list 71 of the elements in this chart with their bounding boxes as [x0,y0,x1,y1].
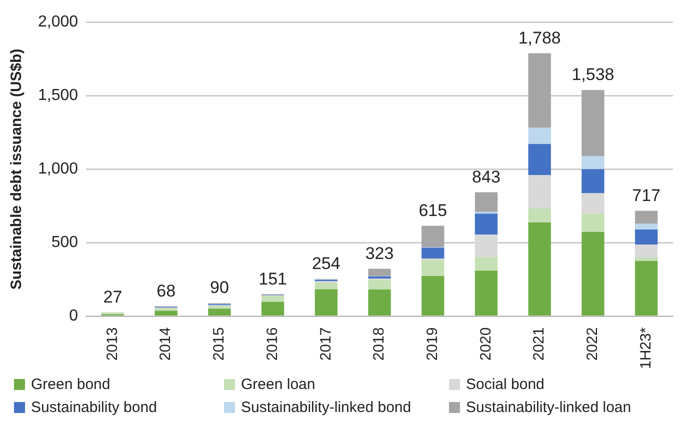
bar [528,222,551,316]
x-tick-label: 2016 [264,327,281,361]
total-label: 68 [156,281,176,300]
bar [634,229,658,244]
bar [422,226,444,247]
bar [528,208,551,222]
x-tick-label: 2017 [317,327,334,361]
bar [154,310,178,316]
bar [582,90,604,156]
bar [528,53,551,128]
y-tick-label: 0 [69,308,78,325]
legend-label: Sustainability-linked bond [241,399,412,416]
bar [582,193,604,214]
bar [474,192,498,212]
y-tick-label: 2,000 [38,13,78,30]
x-tick-label: 2014 [157,327,174,361]
bar [634,244,658,258]
legend-label: Sustainability bond [31,399,157,416]
bar [208,308,231,316]
x-tick-label: 2021 [530,327,548,361]
bar [634,257,658,261]
y-tick-label: 1,500 [38,86,78,104]
x-tick-label: 2020 [477,327,494,361]
x-tick-label: 2013 [104,327,121,361]
x-tick-label: 2019 [424,327,442,361]
total-label: 717 [632,186,661,205]
bar [582,214,604,232]
bar [528,175,551,208]
bar [261,302,284,316]
legend-label: Sustainability-linked loan [466,399,632,416]
bar [314,289,338,316]
y-tick-label: 1,000 [38,160,78,178]
bar [634,210,658,224]
total-label: 90 [210,278,229,298]
total-label: 151 [258,269,287,288]
total-label: 1,538 [572,65,614,84]
x-tick-label: 1H23* [637,327,654,370]
total-label: 254 [312,254,340,274]
bar [474,234,498,258]
bar [368,280,391,290]
legend-label: Green bond [31,376,110,393]
x-tick-label: 2022 [584,327,602,361]
total-label: 1,788 [518,28,561,48]
bar [474,214,498,235]
bar [528,128,551,144]
bar [582,169,604,194]
total-label: 615 [418,200,448,220]
bar [634,223,658,230]
total-label: 27 [103,288,122,307]
bar [422,260,444,276]
bar [634,260,658,316]
bar [422,276,444,316]
bar [368,268,391,276]
bar [582,156,604,170]
bar [474,270,498,316]
y-tick-label: 500 [51,234,78,252]
total-label: 843 [472,167,500,186]
bar [261,296,284,302]
bar [314,282,338,290]
total-label: 323 [365,244,394,263]
legend-label: Social bond [466,376,544,393]
bar [368,290,391,316]
bar [582,232,604,316]
y-axis-title: Sustainable debt issuance (US$b) [8,48,26,290]
bar [422,248,444,258]
x-tick-label: 2018 [370,327,388,361]
bar [208,306,231,309]
bar [528,144,551,176]
x-tick-label: 2015 [210,327,228,361]
legend-label: Green loan [241,376,316,393]
bar [474,257,498,271]
